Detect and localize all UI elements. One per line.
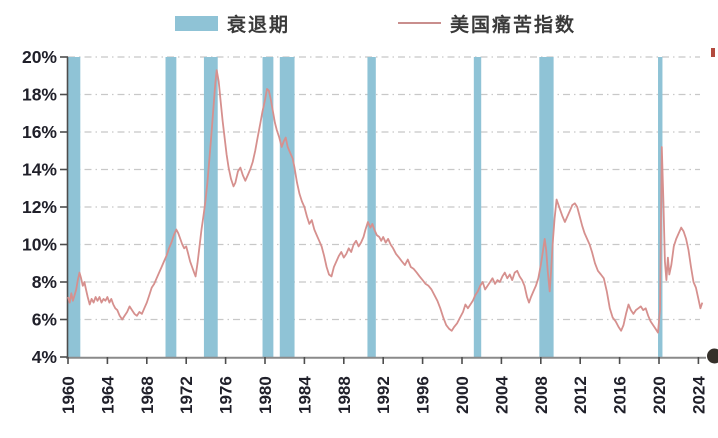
- y-tick-label: 18%: [22, 85, 57, 105]
- x-tick-label: 1976: [217, 376, 236, 414]
- x-tick-label: 2004: [492, 376, 511, 414]
- y-tick-label: 12%: [22, 197, 57, 217]
- x-tick-label: 1996: [414, 376, 433, 414]
- y-tick-label: 20%: [22, 47, 57, 67]
- x-tick-label: 1980: [256, 376, 275, 414]
- recession-band: [658, 57, 663, 357]
- x-tick-label: 2012: [571, 376, 590, 414]
- cropped-right-axis-zero: [707, 348, 718, 364]
- recession-band: [539, 57, 554, 357]
- legend-item-misery-index: 美国痛苦指数: [398, 12, 577, 36]
- x-tick-label: 1992: [374, 376, 393, 414]
- recession-band: [473, 57, 482, 357]
- y-tick-label: 16%: [22, 122, 57, 142]
- recession-band: [68, 57, 81, 357]
- x-tick-label: 2008: [532, 376, 551, 414]
- recession-band: [279, 57, 295, 357]
- x-tick-label: 2020: [650, 376, 669, 414]
- recession-band: [367, 57, 376, 357]
- x-tick-label: 2016: [611, 376, 630, 414]
- x-tick-label: 1988: [335, 376, 354, 414]
- x-tick-label: 2024: [689, 376, 708, 414]
- y-tick-label: 4%: [32, 347, 58, 367]
- x-tick-label: 1984: [295, 376, 314, 414]
- x-tick-label: 1968: [138, 376, 157, 414]
- recession-band-swatch: [175, 15, 218, 31]
- recession-band: [262, 57, 274, 357]
- recession-legend-label: 衰退期: [227, 13, 291, 36]
- x-tick-label: 1960: [59, 376, 78, 414]
- y-tick-label: 10%: [22, 235, 57, 255]
- x-tick-label: 1964: [98, 376, 117, 414]
- y-tick-label: 8%: [32, 272, 58, 292]
- cropped-right-axis-mark: [711, 48, 715, 57]
- y-tick-label: 14%: [22, 160, 57, 180]
- recession-band: [165, 57, 177, 357]
- misery-index-line: [67, 69, 704, 334]
- misery-line-swatch: [398, 22, 441, 24]
- y-tick-label: 6%: [32, 310, 58, 330]
- recession-band: [203, 57, 218, 357]
- misery-legend-label: 美国痛苦指数: [450, 13, 577, 36]
- x-tick-label: 2000: [453, 376, 472, 414]
- legend-item-recession: 衰退期: [175, 12, 291, 36]
- x-tick-label: 1972: [177, 376, 196, 414]
